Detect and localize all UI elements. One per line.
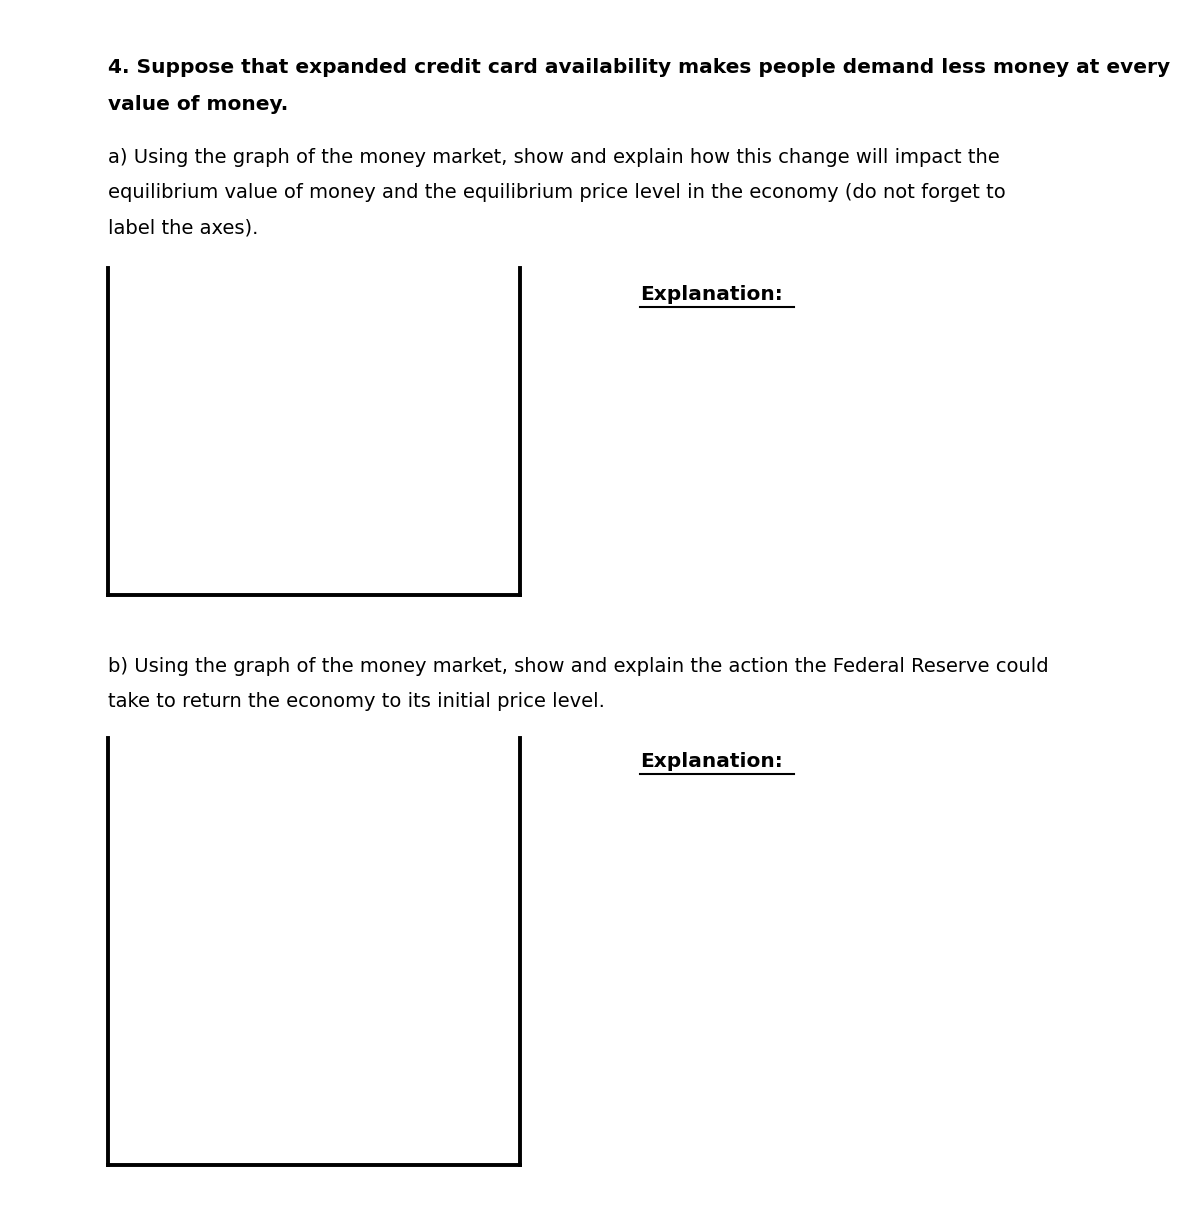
Text: value of money.: value of money. (108, 96, 288, 114)
Text: 4. Suppose that expanded credit card availability makes people demand less money: 4. Suppose that expanded credit card ava… (108, 58, 1170, 77)
Text: take to return the economy to its initial price level.: take to return the economy to its initia… (108, 692, 605, 711)
Text: equilibrium value of money and the equilibrium price level in the economy (do no: equilibrium value of money and the equil… (108, 183, 1006, 202)
Text: Explanation:: Explanation: (640, 285, 782, 303)
Text: b) Using the graph of the money market, show and explain the action the Federal : b) Using the graph of the money market, … (108, 656, 1049, 676)
Text: label the axes).: label the axes). (108, 218, 258, 237)
Text: Explanation:: Explanation: (640, 752, 782, 771)
Text: a) Using the graph of the money market, show and explain how this change will im: a) Using the graph of the money market, … (108, 147, 1000, 167)
